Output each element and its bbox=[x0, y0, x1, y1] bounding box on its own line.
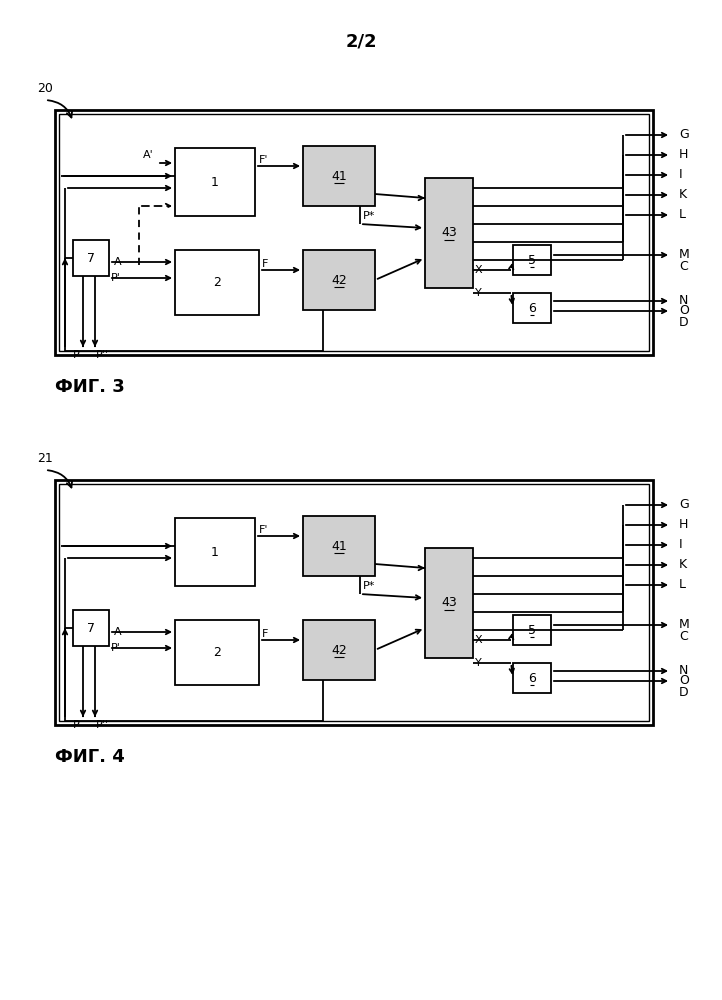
Text: P: P bbox=[73, 350, 79, 360]
Text: 20: 20 bbox=[37, 82, 53, 95]
Bar bbox=[55, 480, 653, 725]
Text: F: F bbox=[262, 629, 269, 639]
Text: X: X bbox=[475, 265, 482, 275]
Text: 2/2: 2/2 bbox=[345, 33, 377, 51]
Text: 42: 42 bbox=[331, 273, 347, 286]
Text: F': F' bbox=[259, 525, 269, 535]
Text: 7: 7 bbox=[87, 251, 95, 264]
Text: 42: 42 bbox=[331, 644, 347, 656]
Text: P*: P* bbox=[363, 211, 375, 221]
Text: A': A' bbox=[143, 150, 154, 160]
Text: P'': P'' bbox=[96, 350, 109, 360]
Text: O: O bbox=[679, 304, 689, 318]
Text: 5: 5 bbox=[528, 253, 536, 266]
Text: A: A bbox=[114, 257, 121, 267]
Bar bbox=[73, 240, 109, 276]
Bar bbox=[303, 516, 375, 576]
Text: M: M bbox=[679, 618, 690, 632]
Text: K: K bbox=[679, 188, 687, 202]
Text: P*: P* bbox=[363, 581, 375, 591]
Text: P: P bbox=[73, 720, 79, 730]
Bar bbox=[303, 146, 375, 206]
Text: F: F bbox=[262, 259, 269, 269]
Text: F': F' bbox=[259, 155, 269, 165]
Text: I: I bbox=[679, 168, 682, 182]
Text: P'': P'' bbox=[96, 720, 109, 730]
Text: C: C bbox=[679, 260, 688, 273]
Bar bbox=[303, 250, 375, 310]
Text: L: L bbox=[679, 578, 686, 591]
Text: O: O bbox=[679, 674, 689, 688]
Text: I: I bbox=[679, 538, 682, 552]
Bar bbox=[59, 114, 649, 351]
Text: H: H bbox=[679, 148, 688, 161]
Bar bbox=[175, 148, 255, 216]
Text: 43: 43 bbox=[441, 227, 457, 239]
Bar bbox=[303, 620, 375, 680]
Text: Y: Y bbox=[475, 658, 482, 668]
Text: D: D bbox=[679, 686, 689, 698]
Text: G: G bbox=[679, 128, 689, 141]
Text: 6: 6 bbox=[528, 302, 536, 314]
Text: D: D bbox=[679, 316, 689, 328]
Text: ФИГ. 4: ФИГ. 4 bbox=[55, 748, 125, 766]
Bar bbox=[513, 245, 551, 275]
Text: 1: 1 bbox=[211, 176, 219, 188]
Text: 2: 2 bbox=[213, 276, 221, 289]
Bar bbox=[175, 250, 259, 315]
Text: 41: 41 bbox=[331, 540, 347, 552]
Bar bbox=[59, 484, 649, 721]
Bar bbox=[55, 110, 653, 355]
Bar bbox=[513, 615, 551, 645]
Text: G: G bbox=[679, 498, 689, 512]
Text: A: A bbox=[114, 627, 121, 637]
Text: 5: 5 bbox=[528, 624, 536, 637]
Text: X: X bbox=[475, 635, 482, 645]
Text: K: K bbox=[679, 558, 687, 572]
Text: Y: Y bbox=[475, 288, 482, 298]
Text: 43: 43 bbox=[441, 596, 457, 609]
Text: ФИГ. 3: ФИГ. 3 bbox=[55, 378, 125, 396]
Bar bbox=[513, 293, 551, 323]
Text: C: C bbox=[679, 631, 688, 644]
Bar bbox=[175, 518, 255, 586]
Text: 6: 6 bbox=[528, 672, 536, 684]
Bar bbox=[513, 663, 551, 693]
Bar bbox=[175, 620, 259, 685]
Text: 41: 41 bbox=[331, 169, 347, 182]
Bar bbox=[425, 548, 473, 658]
Text: 2: 2 bbox=[213, 646, 221, 659]
Text: 7: 7 bbox=[87, 621, 95, 635]
Bar bbox=[73, 610, 109, 646]
Text: N: N bbox=[679, 664, 688, 678]
Text: 21: 21 bbox=[37, 452, 53, 464]
Text: N: N bbox=[679, 294, 688, 308]
Bar bbox=[425, 178, 473, 288]
Text: P': P' bbox=[111, 273, 121, 283]
Text: P': P' bbox=[111, 643, 121, 653]
Text: 1: 1 bbox=[211, 546, 219, 558]
Text: L: L bbox=[679, 209, 686, 222]
Text: H: H bbox=[679, 518, 688, 532]
Text: M: M bbox=[679, 248, 690, 261]
